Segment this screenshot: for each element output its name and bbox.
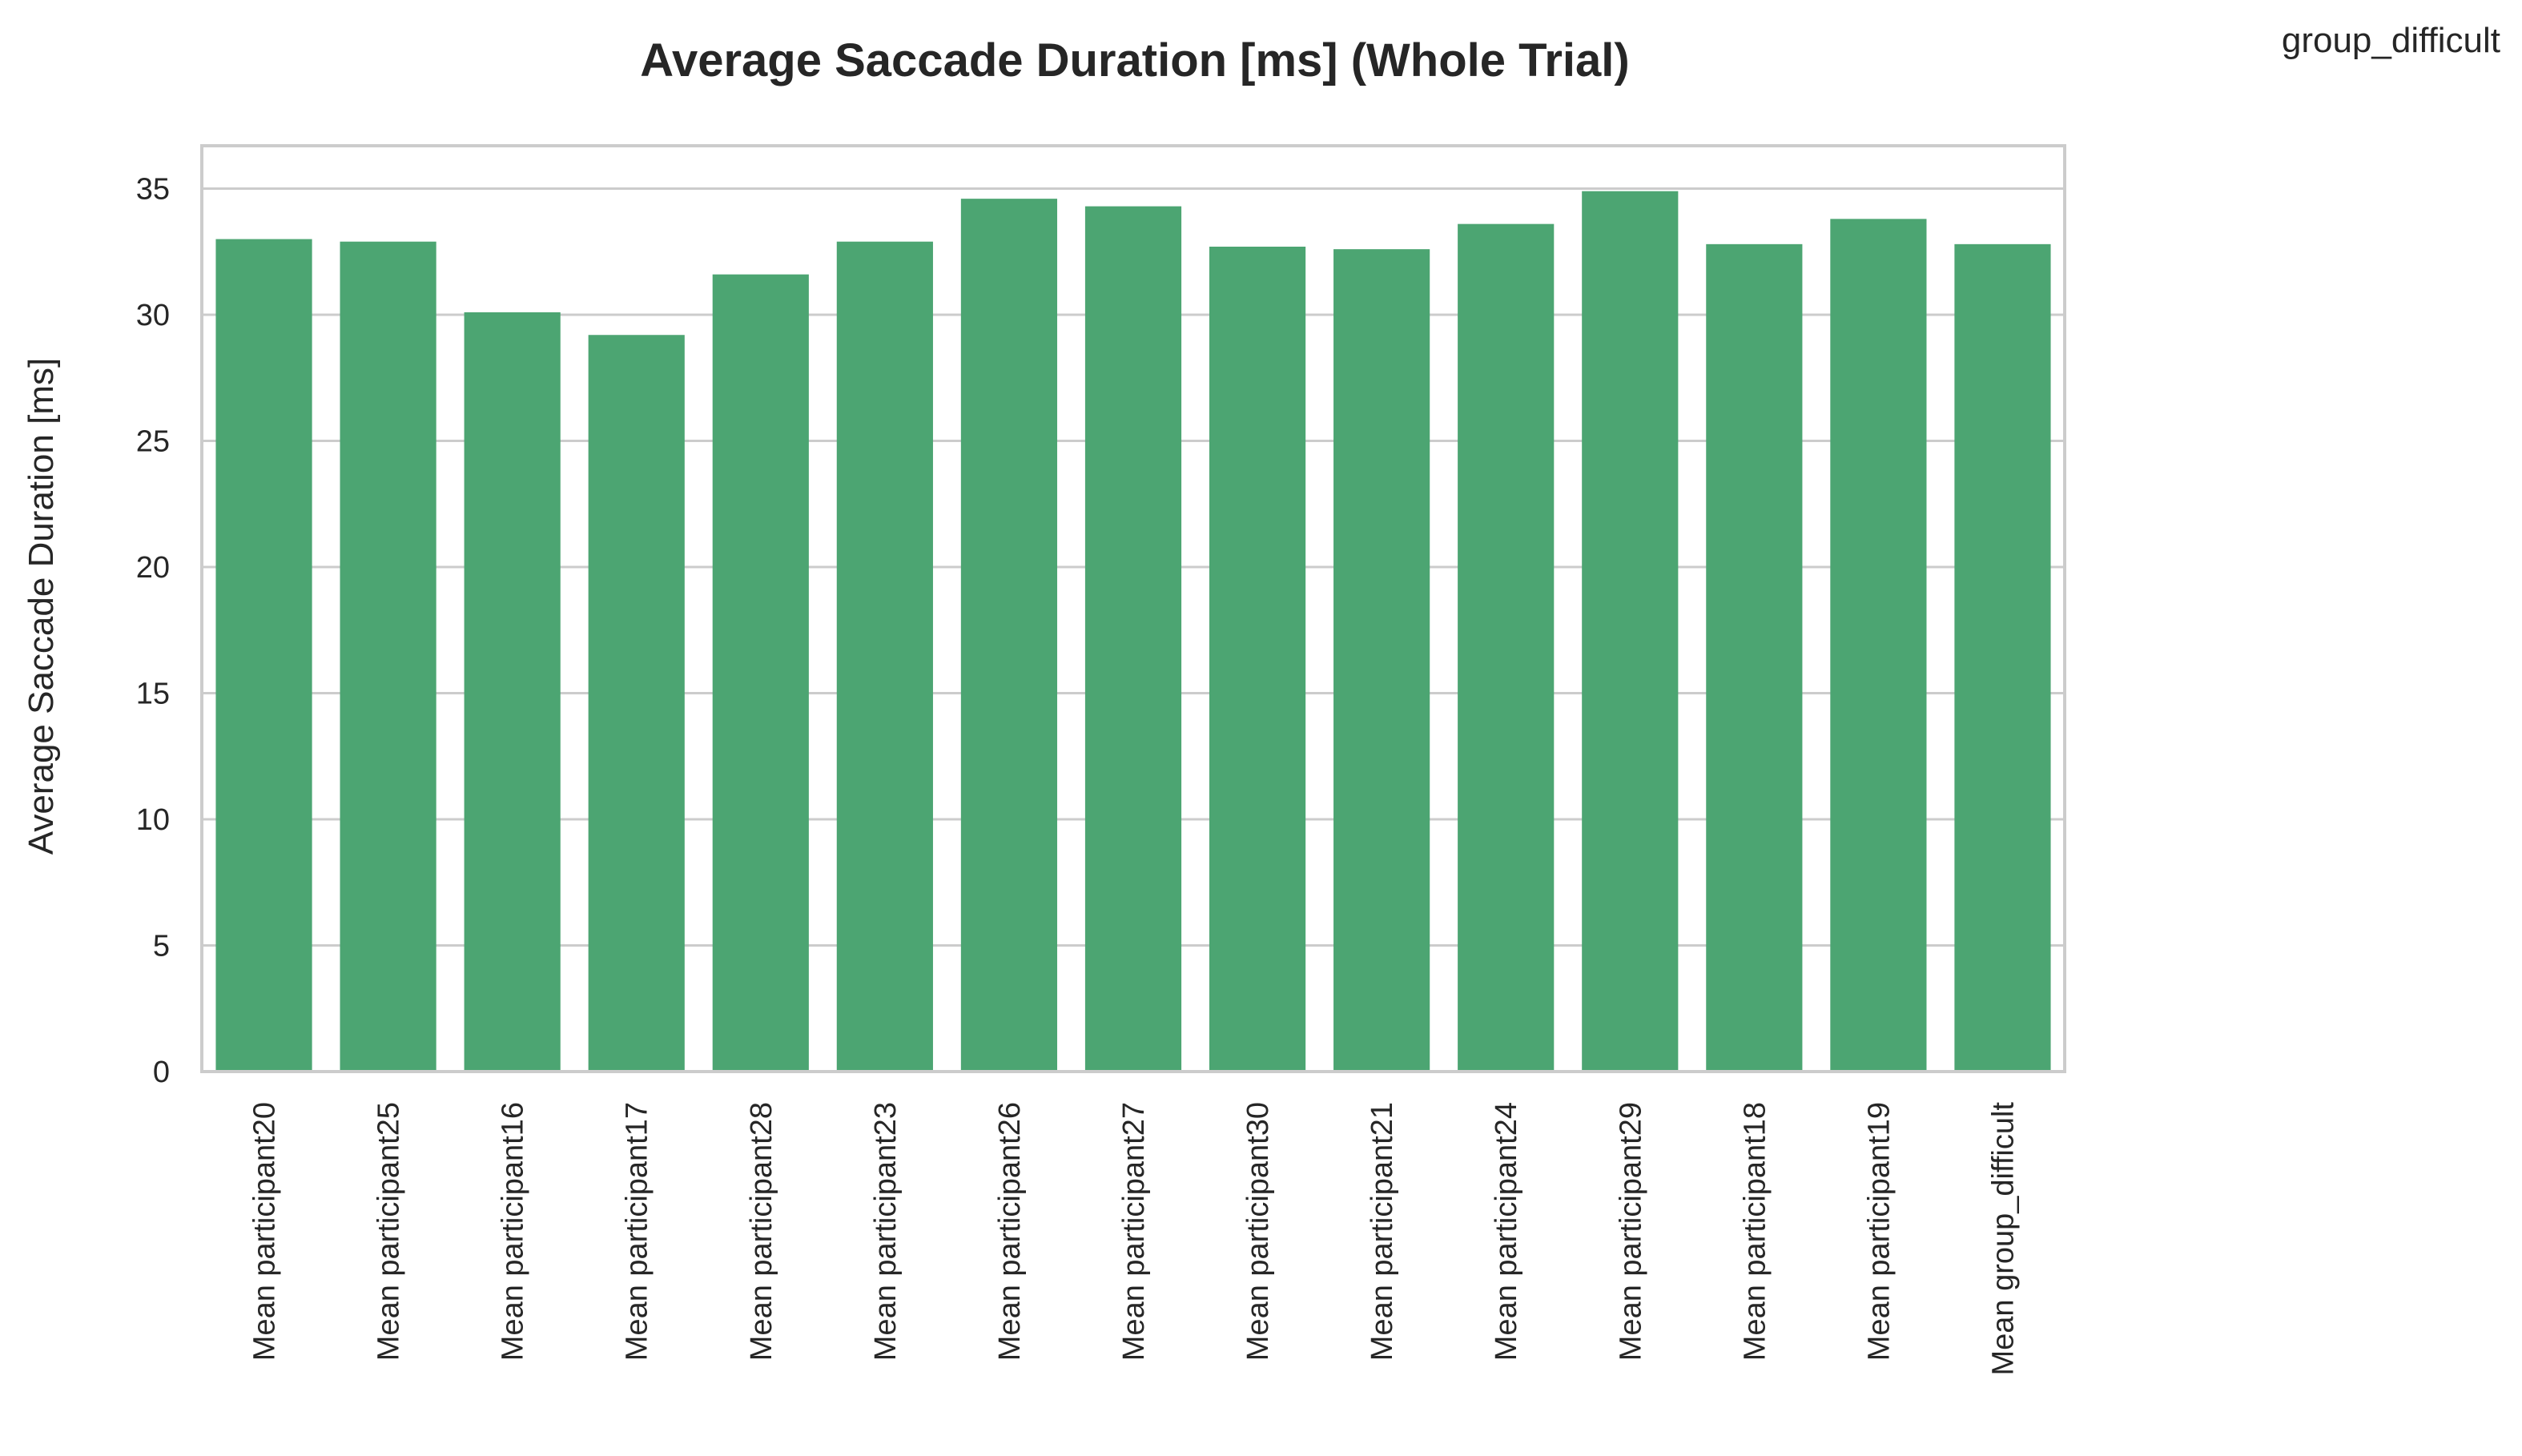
bar bbox=[464, 312, 561, 1072]
bar bbox=[1333, 249, 1430, 1072]
bar bbox=[588, 335, 685, 1072]
x-tick-label: Mean group_difficult bbox=[1986, 1102, 2020, 1376]
x-tick-label: Mean participant29 bbox=[1614, 1102, 1647, 1361]
y-tick-label: 5 bbox=[153, 930, 170, 963]
y-tick-label: 0 bbox=[153, 1056, 170, 1089]
plot-frame bbox=[200, 144, 2066, 1073]
x-axis-ticks: Mean participant20 Mean participant25 Mean… bbox=[248, 1102, 2021, 1376]
y-tick-label: 35 bbox=[136, 173, 170, 207]
corner-label: group_difficult bbox=[2282, 21, 2500, 60]
bar bbox=[340, 241, 436, 1072]
bar bbox=[1084, 206, 1182, 1072]
x-tick-label: Mean participant19 bbox=[1862, 1102, 1896, 1361]
x-tick-label: Mean participant24 bbox=[1490, 1102, 1523, 1361]
x-tick-label: Mean participant27 bbox=[1117, 1102, 1151, 1361]
x-tick-label: Mean participant20 bbox=[248, 1102, 282, 1361]
bar bbox=[215, 239, 312, 1072]
bar bbox=[1706, 243, 1803, 1072]
x-tick-label: Mean participant30 bbox=[1241, 1102, 1275, 1361]
bar bbox=[1582, 191, 1679, 1072]
y-axis-label: Average Saccade Duration [ms] bbox=[22, 358, 61, 855]
bar bbox=[960, 199, 1058, 1072]
bar bbox=[1830, 219, 1927, 1072]
x-tick-label: Mean participant16 bbox=[497, 1102, 530, 1361]
bar bbox=[1209, 246, 1306, 1072]
x-tick-label: Mean participant26 bbox=[993, 1102, 1027, 1361]
chart-title: Average Saccade Duration [ms] (Whole Tri… bbox=[640, 34, 1630, 86]
y-tick-label: 30 bbox=[136, 299, 170, 332]
x-tick-label: Mean participant23 bbox=[869, 1102, 903, 1361]
bar bbox=[1954, 243, 2051, 1072]
y-tick-label: 20 bbox=[136, 551, 170, 585]
x-tick-label: Mean participant21 bbox=[1366, 1102, 1399, 1361]
bars bbox=[215, 191, 2051, 1072]
x-tick-label: Mean participant18 bbox=[1738, 1102, 1772, 1361]
y-tick-label: 10 bbox=[136, 803, 170, 837]
y-tick-label: 25 bbox=[136, 425, 170, 459]
y-axis-ticks: 0 5 10 15 20 25 30 35 bbox=[136, 173, 170, 1089]
x-tick-label: Mean participant17 bbox=[621, 1102, 654, 1361]
y-tick-label: 15 bbox=[136, 678, 170, 711]
bar bbox=[1458, 223, 1555, 1072]
bar bbox=[836, 241, 933, 1072]
x-tick-label: Mean participant25 bbox=[372, 1102, 406, 1361]
bar bbox=[712, 274, 809, 1072]
x-tick-label: Mean participant28 bbox=[745, 1102, 778, 1361]
